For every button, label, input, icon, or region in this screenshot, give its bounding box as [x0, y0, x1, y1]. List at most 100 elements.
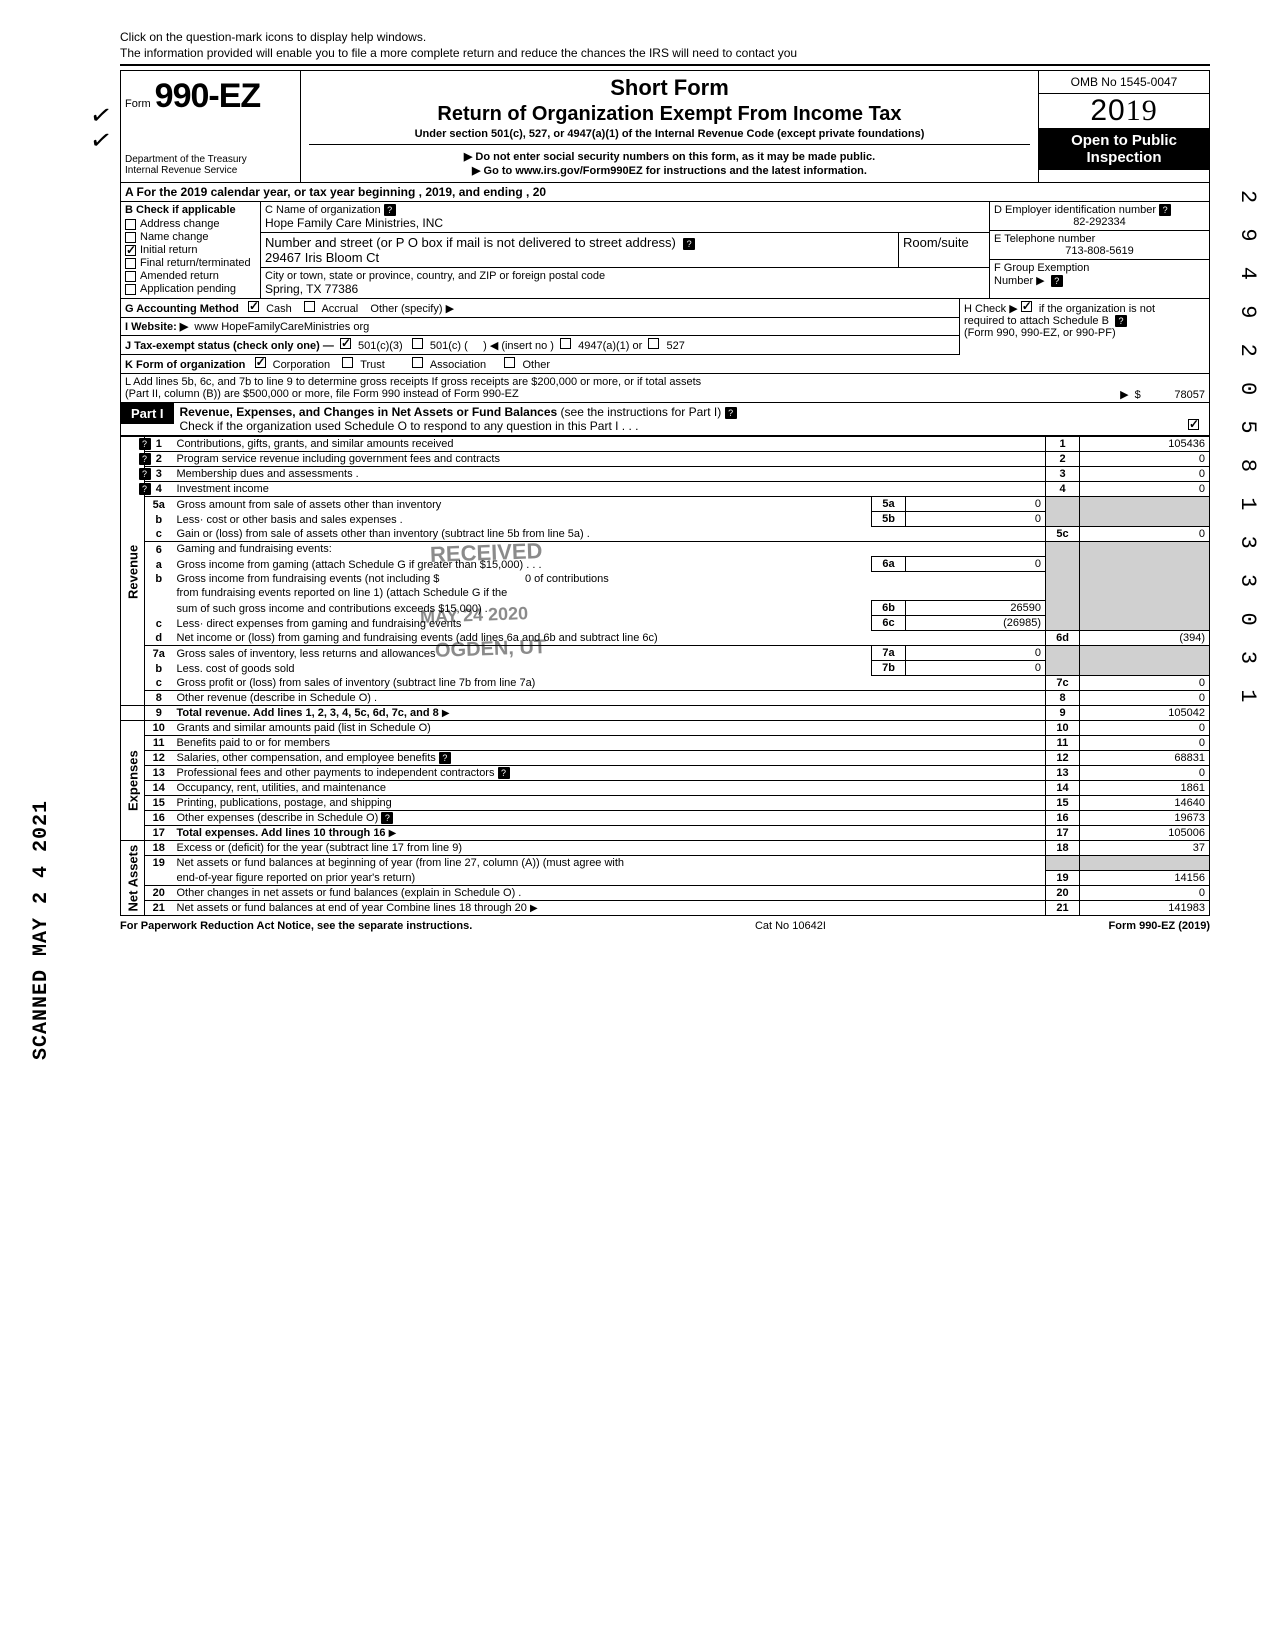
- line-6d-desc: Net income or (loss) from gaming and fun…: [173, 631, 1046, 646]
- check-h[interactable]: [1021, 301, 1032, 312]
- return-title: Return of Organization Exempt From Incom…: [309, 103, 1030, 126]
- header-right: OMB No 1545-0047 2019 Open to Public Ins…: [1039, 71, 1209, 182]
- line-6c-desc: Less· direct expenses from gaming and fu…: [173, 616, 872, 631]
- col-b: B Check if applicable Address change Nam…: [121, 202, 261, 298]
- phone-value: 713-808-5619: [994, 245, 1205, 257]
- row-a: A For the 2019 calendar year, or tax yea…: [120, 183, 1210, 202]
- help-icon[interactable]: ?: [1159, 204, 1171, 216]
- line-21-desc: Net assets or fund balances at end of ye…: [173, 900, 1046, 915]
- line-9-val: 105042: [1080, 706, 1210, 721]
- line-17-desc: Total expenses. Add lines 10 through 16: [173, 826, 1046, 841]
- line-19-desc1: Net assets or fund balances at beginning…: [173, 856, 1046, 871]
- street-value: 29467 Iris Bloom Ct: [265, 250, 379, 265]
- under-section: Under section 501(c), 527, or 4947(a)(1)…: [309, 128, 1030, 140]
- line-8-val: 0: [1080, 691, 1210, 706]
- help-icon[interactable]: ?: [498, 767, 510, 779]
- line-6c-val: (26985): [906, 616, 1046, 631]
- line-5c-desc: Gain or (loss) from sale of assets other…: [173, 527, 1046, 542]
- check-final[interactable]: Final return/terminated: [125, 257, 256, 269]
- city-label: City or town, state or province, country…: [265, 270, 605, 282]
- group-label: F Group Exemption: [994, 262, 1089, 274]
- col-c: C Name of organization ? Hope Family Car…: [261, 202, 989, 298]
- open-public-2: Inspection: [1043, 149, 1205, 166]
- check-trust[interactable]: [342, 357, 353, 368]
- line-16-val: 19673: [1080, 811, 1210, 826]
- line-5a-desc: Gross amount from sale of assets other t…: [173, 497, 872, 512]
- part-i-checkline: Check if the organization used Schedule …: [180, 419, 639, 433]
- help-text-1: Click on the question-mark icons to disp…: [120, 30, 1210, 44]
- line-1-val: 105436: [1080, 437, 1210, 452]
- row-j: J Tax-exempt status (check only one) — 5…: [121, 336, 959, 355]
- financial-table: Revenue 1?Contributions, gifts, grants, …: [120, 436, 1210, 916]
- form-page: ✓ ✓ Click on the question-mark icons to …: [0, 0, 1280, 962]
- phone-label: E Telephone number: [994, 233, 1095, 245]
- line-7b-val: 0: [906, 661, 1046, 676]
- row-j-label: J Tax-exempt status (check only one) —: [125, 340, 334, 352]
- check-501c3[interactable]: [340, 338, 351, 349]
- check-pending[interactable]: Application pending: [125, 283, 256, 295]
- line-18-desc: Excess or (deficit) for the year (subtra…: [173, 841, 1046, 856]
- line-18-val: 37: [1080, 841, 1210, 856]
- check-amended[interactable]: Amended return: [125, 270, 256, 282]
- line-2-desc: Program service revenue including govern…: [177, 453, 500, 465]
- year-suffix: 19: [1126, 94, 1158, 127]
- line-19-desc2: end-of-year figure reported on prior yea…: [173, 870, 1046, 885]
- part-i-title: Revenue, Expenses, and Changes in Net As…: [174, 403, 1209, 435]
- check-initial[interactable]: Initial return: [125, 244, 256, 256]
- check-name[interactable]: Name change: [125, 231, 256, 243]
- header-left: Form 990-EZ Department of the Treasury I…: [121, 71, 301, 182]
- help-icon[interactable]: ?: [1051, 275, 1063, 287]
- line-7c-val: 0: [1080, 676, 1210, 691]
- footer-left: For Paperwork Reduction Act Notice, see …: [120, 920, 472, 932]
- line-12-desc: Salaries, other compensation, and employ…: [173, 751, 1046, 766]
- check-cash[interactable]: [248, 301, 259, 312]
- col-d: D Employer identification number ? 82-29…: [989, 202, 1209, 298]
- check-accrual[interactable]: [304, 301, 315, 312]
- row-h-label: H Check ▶: [964, 303, 1018, 315]
- check-other-org[interactable]: [504, 357, 515, 368]
- short-form-label: Short Form: [309, 75, 1030, 101]
- room-label: Room/suite: [903, 235, 969, 250]
- help-icon[interactable]: ?: [384, 204, 396, 216]
- line-6b-desc2: from fundraising events reported on line…: [173, 586, 1046, 601]
- row-g-label: G Accounting Method: [125, 303, 239, 315]
- line-7b-desc: Less. cost of goods sold: [173, 661, 872, 676]
- line-6b-desc3: sum of such gross income and contributio…: [173, 601, 872, 616]
- line-3-desc: Membership dues and assessments .: [177, 468, 359, 480]
- check-address[interactable]: Address change: [125, 218, 256, 230]
- row-i: I Website: ▶ www HopeFamilyCareMinistrie…: [121, 318, 959, 336]
- help-icon[interactable]: ?: [439, 752, 451, 764]
- line-14-desc: Occupancy, rent, utilities, and maintena…: [173, 781, 1046, 796]
- row-h: H Check ▶ if the organization is not req…: [959, 299, 1209, 355]
- dept-block: Department of the Treasury Internal Reve…: [125, 154, 296, 176]
- line-21-val: 141983: [1080, 900, 1210, 915]
- form-header: Form 990-EZ Department of the Treasury I…: [120, 70, 1210, 183]
- check-501c[interactable]: [412, 338, 423, 349]
- line-8-desc: Other revenue (describe in Schedule O) .: [173, 691, 1046, 706]
- goto-link: ▶ Go to www.irs.gov/Form990EZ for instru…: [309, 164, 1030, 177]
- form-number: 990-EZ: [155, 77, 261, 116]
- line-6b-desc: Gross income from fundraising events (no…: [173, 572, 1046, 587]
- help-icon[interactable]: ?: [381, 812, 393, 824]
- info-block: B Check if applicable Address change Nam…: [120, 202, 1210, 299]
- side-scanned-stamp: SCANNED MAY 2 4 2021: [30, 800, 53, 1060]
- line-7a-val: 0: [906, 646, 1046, 661]
- line-15-val: 14640: [1080, 796, 1210, 811]
- line-7c-desc: Gross profit or (loss) from sales of inv…: [173, 676, 1046, 691]
- footer-mid: Cat No 10642I: [755, 920, 826, 932]
- row-k: K Form of organization Corporation Trust…: [120, 355, 1210, 374]
- help-icon[interactable]: ?: [725, 407, 737, 419]
- check-4947[interactable]: [560, 338, 571, 349]
- line-13-desc: Professional fees and other payments to …: [173, 766, 1046, 781]
- line-2-val: 0: [1080, 452, 1210, 467]
- part-i-header: Part I Revenue, Expenses, and Changes in…: [120, 403, 1210, 436]
- help-icon[interactable]: ?: [1115, 315, 1127, 327]
- line-16-desc: Other expenses (describe in Schedule O) …: [173, 811, 1046, 826]
- check-corp[interactable]: [255, 357, 266, 368]
- check-527[interactable]: [648, 338, 659, 349]
- check-assoc[interactable]: [412, 357, 423, 368]
- check-schedule-o[interactable]: [1188, 419, 1199, 430]
- row-l-text2: (Part II, column (B)) are $500,000 or mo…: [125, 388, 519, 400]
- revenue-label: Revenue: [121, 437, 145, 706]
- help-icon[interactable]: ?: [683, 238, 695, 250]
